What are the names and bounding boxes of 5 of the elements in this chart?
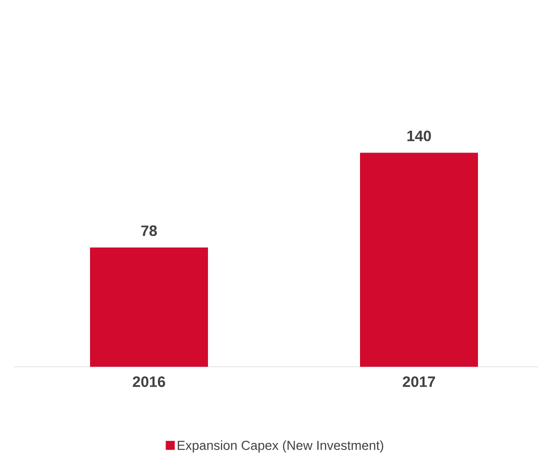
- data-label: 78: [141, 226, 157, 236]
- x-tick-label: 2016: [132, 376, 166, 388]
- x-tick-label: 2017: [402, 376, 436, 388]
- legend-label: Expansion Capex (New Investment): [178, 440, 384, 453]
- data-label: 140: [407, 130, 431, 142]
